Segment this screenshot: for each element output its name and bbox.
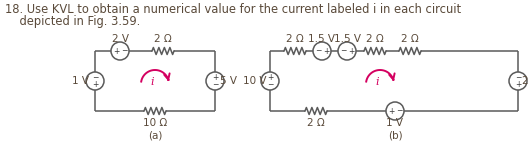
Text: 2 Ω: 2 Ω [307,118,325,128]
Text: (a): (a) [148,131,162,141]
Text: i: i [375,77,379,87]
Text: 1 V: 1 V [71,76,89,86]
Text: 2 Ω: 2 Ω [286,34,304,44]
Text: 10 Ω: 10 Ω [143,118,167,128]
Text: −: − [340,47,346,56]
Text: +: + [113,47,119,56]
Text: i: i [150,77,154,87]
Text: 2 V: 2 V [111,34,128,44]
Text: 18. Use KVL to obtain a numerical value for the current labeled i in each circui: 18. Use KVL to obtain a numerical value … [5,3,461,16]
Text: −: − [515,73,521,82]
Text: 2 V: 2 V [522,76,528,86]
Text: 1.5 V: 1.5 V [334,34,361,44]
Text: 2 Ω: 2 Ω [366,34,384,44]
Text: +: + [388,106,394,116]
Text: 2 Ω: 2 Ω [401,34,419,44]
Text: +: + [515,80,521,89]
Text: −: − [212,80,218,89]
Text: 2 Ω: 2 Ω [154,34,172,44]
Text: 1 V: 1 V [386,118,403,128]
Text: −: − [121,47,127,56]
Text: −: − [315,47,321,56]
Text: depicted in Fig. 3.59.: depicted in Fig. 3.59. [5,15,140,28]
Text: −: − [396,106,402,116]
Text: −: − [92,73,98,82]
Text: +: + [323,47,329,56]
Text: +: + [212,73,218,82]
Text: (b): (b) [388,131,402,141]
Text: +: + [92,80,98,89]
Text: 1.5 V: 1.5 V [308,34,335,44]
Text: −: − [267,80,273,89]
Text: +: + [348,47,354,56]
Text: +: + [267,73,273,82]
Text: 10 V: 10 V [243,76,267,86]
Text: 5 V: 5 V [220,76,237,86]
